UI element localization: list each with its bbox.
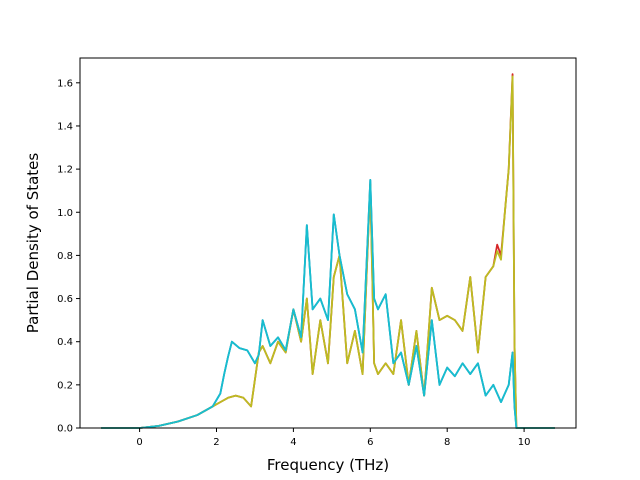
y-tick-label: 1.2 xyxy=(57,165,73,176)
y-axis: 0.0 0.2 0.4 0.6 0.8 1.0 1.2 1.4 1.6 xyxy=(57,78,80,435)
y-tick-label: 1.4 xyxy=(57,121,73,132)
x-tick-label: 2 xyxy=(213,437,219,448)
series-layer xyxy=(101,73,555,429)
series-line-4 xyxy=(101,179,555,429)
series-line-3 xyxy=(101,75,555,429)
y-tick-label: 0.6 xyxy=(57,294,73,305)
x-axis: 0 2 4 6 8 10 xyxy=(136,428,530,448)
y-tick-label: 0.0 xyxy=(57,424,73,435)
x-tick-label: 8 xyxy=(444,437,450,448)
x-axis-label: Frequency (THz) xyxy=(267,456,389,474)
y-tick-label: 0.8 xyxy=(57,251,73,262)
y-tick-label: 0.2 xyxy=(57,380,73,391)
x-tick-label: 4 xyxy=(290,437,296,448)
x-tick-label: 0 xyxy=(136,437,142,448)
plot-frame xyxy=(79,57,577,429)
y-tick-label: 1.6 xyxy=(57,78,73,89)
y-tick-label: 1.0 xyxy=(57,208,73,219)
y-axis-label: Partial Density of States xyxy=(24,153,42,334)
x-tick-label: 6 xyxy=(367,437,373,448)
x-tick-label: 10 xyxy=(518,437,531,448)
y-tick-label: 0.4 xyxy=(57,337,73,348)
